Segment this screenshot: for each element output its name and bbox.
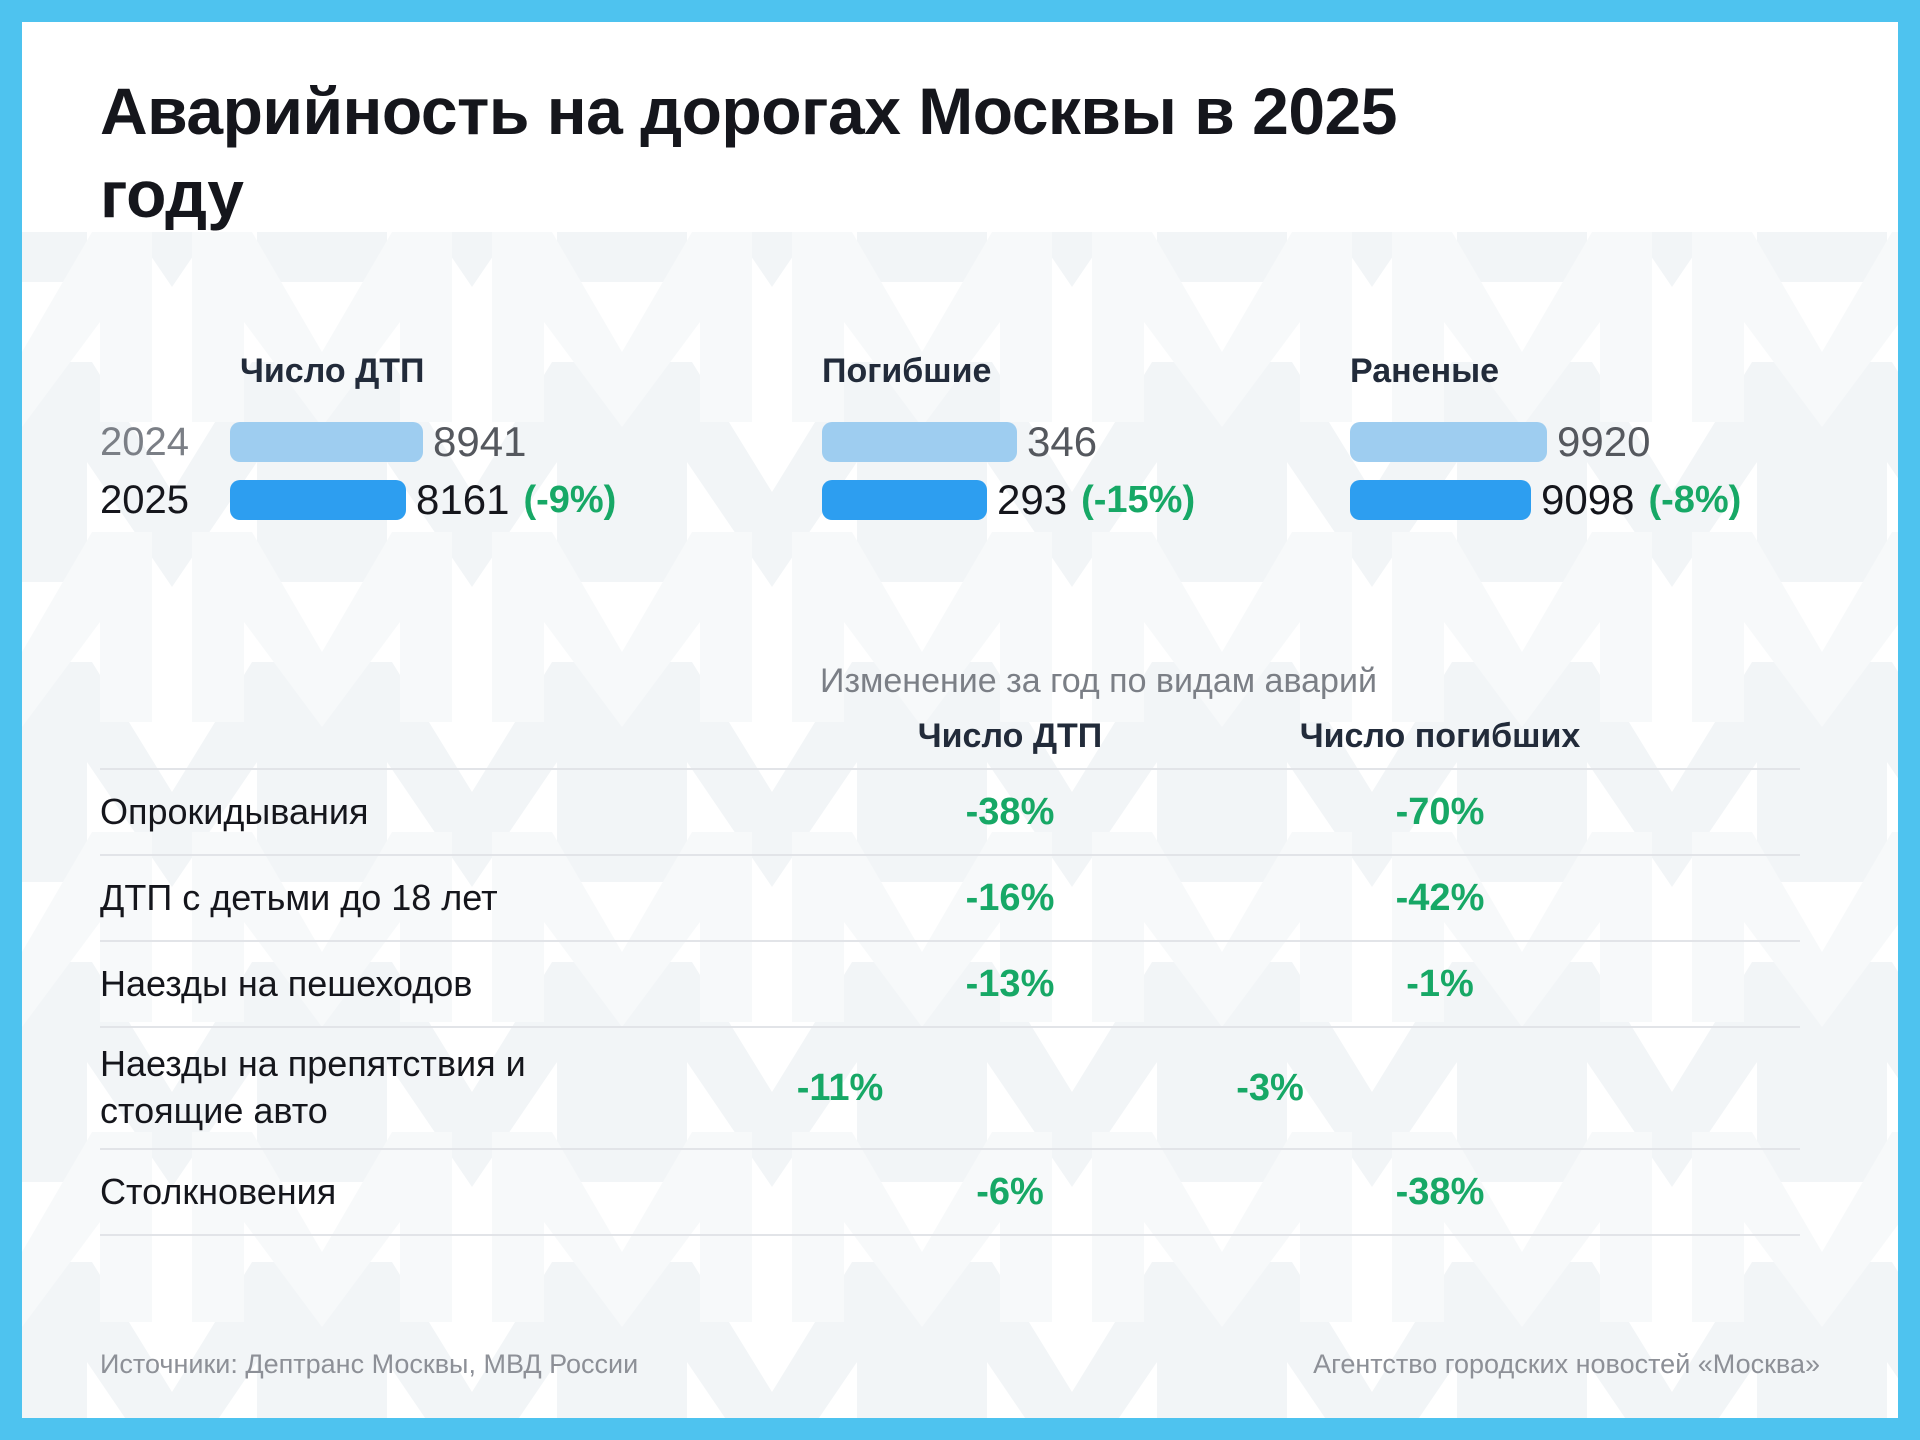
table-cell-accidents: -16% [965,876,1055,919]
table-row-label: Опрокидывания [100,790,369,832]
kpi-group-injured: Раненые 9920 9098 (-8%) [1350,352,1741,529]
table-row: Наезды на препятствия и стоящие авто -11… [100,1026,1800,1148]
kpi-group-deaths: Погибшие 346 293 (-15%) [822,352,1195,529]
table-caption: Изменение за год по видам аварий [820,662,1377,700]
kpi-value-2025: 293 [997,476,1068,523]
kpi-bar-2025 [1350,480,1531,520]
table-row: Наезды на пешеходов -13% -1% [100,940,1800,1026]
table-row: Опрокидывания -38% -70% [100,768,1800,854]
table-cell-deaths: -42% [1395,876,1485,919]
table-cell-accidents: -6% [976,1170,1044,1213]
kpi-value-2025: 9098 [1541,476,1635,523]
kpi-bar-2024 [230,422,423,462]
table-row-label: Столкновения [100,1170,337,1212]
table-row-label: Наезды на препятствия и стоящие авто [100,1043,526,1131]
kpi-year-label-2025: 2025 [100,477,189,522]
kpi-row-2024: 9920 [1350,413,1741,471]
kpi-group-accidents: Число ДТП 2024 8941 2025 8161 (-9%) [100,352,616,529]
kpi-bar-2025 [230,480,406,520]
kpi-row-2024: 346 [822,413,1195,471]
table-bottom-divider [100,1234,1800,1236]
table-cell-deaths: -3% [1236,1066,1304,1109]
kpi-value-2024: 346 [1027,418,1098,465]
table-cell-deaths: -38% [1395,1170,1485,1213]
kpi-group-title: Погибшие [822,352,992,390]
kpi-band: Число ДТП 2024 8941 2025 8161 (-9%) Поги… [22,352,1898,562]
kpi-row-2025: 2025 8161 (-9%) [100,471,616,529]
table-cell-accidents: -11% [796,1066,884,1109]
table-row: Столкновения -6% -38% [100,1148,1800,1234]
kpi-bar-2025 [822,480,987,520]
table-cell-accidents: -13% [965,962,1055,1005]
table-row: ДТП с детьми до 18 лет -16% -42% [100,854,1800,940]
table-cell-deaths: -1% [1406,962,1474,1005]
kpi-change-badge: (-8%) [1648,478,1742,521]
footer-sources: Источники: Дептранс Москвы, МВД России [100,1349,639,1379]
table-cell-deaths: -70% [1395,790,1485,833]
table-row-label: ДТП с детьми до 18 лет [100,876,498,918]
kpi-row-2025: 9098 (-8%) [1350,471,1741,529]
table-row-label: Наезды на пешеходов [100,962,473,1004]
footer-agency: Агентство городских новостей «Москва» [1313,1349,1820,1379]
kpi-change-badge: (-9%) [523,478,617,521]
kpi-value-2025: 8161 [416,476,510,523]
kpi-group-title: Число ДТП [240,352,425,390]
kpi-value-2024: 9920 [1557,418,1651,465]
kpi-value-2024: 8941 [433,418,527,465]
infographic-card: Аварийность на дорогах Москвы в 2025 год… [22,22,1898,1418]
table-header-accidents: Число ДТП [917,717,1103,755]
kpi-row-2024: 2024 8941 [100,413,616,471]
table-cell-accidents: -38% [965,790,1055,833]
kpi-year-label-2024: 2024 [100,419,189,464]
table-header-deaths: Число погибших [1299,717,1581,755]
kpi-change-badge: (-15%) [1081,478,1196,521]
changes-table: Изменение за год по видам аварий Число Д… [100,662,1800,1236]
footer: Источники: Дептранс Москвы, МВД России А… [100,1349,1820,1380]
table-header-row: Число ДТП Число погибших [100,717,1800,756]
page-title: Аварийность на дорогах Москвы в 2025 год… [100,74,1397,231]
kpi-bar-2024 [822,422,1017,462]
kpi-bar-2024 [1350,422,1547,462]
kpi-group-title: Раненые [1350,352,1500,390]
kpi-row-2025: 293 (-15%) [822,471,1195,529]
